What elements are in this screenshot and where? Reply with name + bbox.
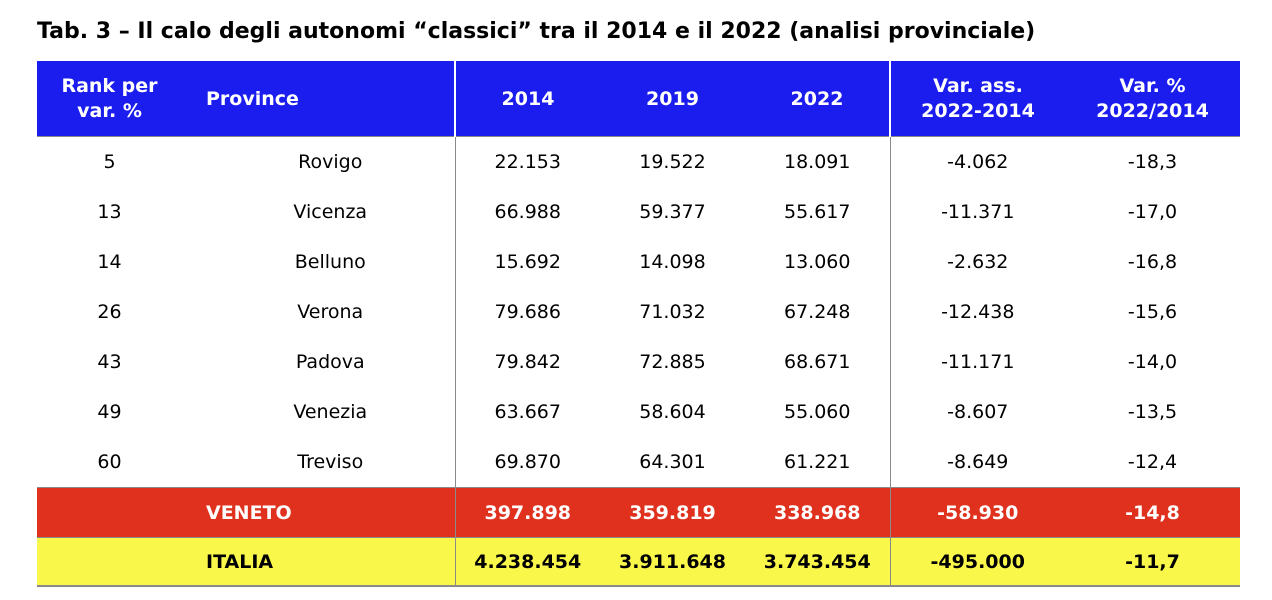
column-header-2014: 2014 <box>454 61 600 137</box>
cell-rank: 5 <box>37 136 182 187</box>
cell-2014: 69.870 <box>454 437 600 488</box>
cell-var-pct: -18,3 <box>1065 136 1240 187</box>
cell-var-pct: -11,7 <box>1065 537 1240 587</box>
cell-2019: 64.301 <box>600 437 745 488</box>
table-row-rovigo: 5 Rovigo 22.153 19.522 18.091 -4.062 -18… <box>37 136 1240 187</box>
cell-province: VENETO <box>182 487 455 538</box>
column-header-2019-label: 2019 <box>646 87 699 110</box>
column-header-var-ass-label: Var. ass. 2022-2014 <box>921 74 1035 122</box>
cell-var-ass: -58.930 <box>889 487 1065 538</box>
cell-var-pct: -14,8 <box>1065 487 1240 538</box>
cell-2019: 3.911.648 <box>600 537 745 587</box>
cell-var-ass: -8.649 <box>889 437 1065 488</box>
cell-province: Vicenza <box>182 187 455 237</box>
cell-rank: 49 <box>37 387 182 437</box>
cell-var-pct: -14,0 <box>1065 337 1240 387</box>
cell-var-pct: -15,6 <box>1065 287 1240 337</box>
column-header-var-ass: Var. ass. 2022-2014 <box>889 61 1065 137</box>
cell-var-pct: -17,0 <box>1065 187 1240 237</box>
cell-province: Padova <box>182 337 455 387</box>
cell-province: Verona <box>182 287 455 337</box>
cell-2019: 359.819 <box>600 487 745 538</box>
column-header-rank-label: Rank per var. % <box>61 74 158 122</box>
cell-2022: 55.060 <box>745 387 890 437</box>
cell-var-ass: -495.000 <box>889 537 1065 587</box>
column-header-province-label: Province <box>206 87 299 110</box>
cell-2019: 71.032 <box>600 287 745 337</box>
header-row: Rank per var. % Province 2014 2019 2022 … <box>37 61 1240 137</box>
cell-var-pct: -16,8 <box>1065 237 1240 287</box>
cell-rank: 14 <box>37 237 182 287</box>
column-header-rank: Rank per var. % <box>37 61 182 137</box>
cell-2014: 79.842 <box>454 337 600 387</box>
cell-2014: 4.238.454 <box>454 537 600 587</box>
cell-2019: 58.604 <box>600 387 745 437</box>
column-header-var-pct-label: Var. % 2022/2014 <box>1096 74 1209 122</box>
column-header-var-pct: Var. % 2022/2014 <box>1065 61 1240 137</box>
cell-var-ass: -11.371 <box>889 187 1065 237</box>
cell-2014: 66.988 <box>454 187 600 237</box>
cell-var-pct: -12,4 <box>1065 437 1240 488</box>
table-row-treviso: 60 Treviso 69.870 64.301 61.221 -8.649 -… <box>37 437 1240 488</box>
veneto-total-row: VENETO 397.898 359.819 338.968 -58.930 -… <box>37 487 1240 538</box>
cell-2022: 55.617 <box>745 187 890 237</box>
cell-var-ass: -8.607 <box>889 387 1065 437</box>
cell-rank: 26 <box>37 287 182 337</box>
cell-rank <box>37 537 182 587</box>
provinces-table: Rank per var. % Province 2014 2019 2022 … <box>37 61 1240 587</box>
cell-2022: 338.968 <box>745 487 890 538</box>
cell-province: ITALIA <box>182 537 455 587</box>
table-row-verona: 26 Verona 79.686 71.032 67.248 -12.438 -… <box>37 287 1240 337</box>
column-header-2014-label: 2014 <box>501 87 555 110</box>
cell-rank <box>37 487 182 538</box>
cell-province: Venezia <box>182 387 455 437</box>
cell-2014: 63.667 <box>454 387 600 437</box>
cell-2022: 18.091 <box>745 136 890 187</box>
cell-var-ass: -12.438 <box>889 287 1065 337</box>
cell-var-ass: -2.632 <box>889 237 1065 287</box>
cell-2022: 67.248 <box>745 287 890 337</box>
cell-2014: 22.153 <box>454 136 600 187</box>
table-header: Rank per var. % Province 2014 2019 2022 … <box>37 61 1240 137</box>
page: Tab. 3 – Il calo degli autonomi “classic… <box>37 19 1240 587</box>
column-header-2019: 2019 <box>600 61 745 137</box>
cell-province: Rovigo <box>182 136 455 187</box>
cell-province: Treviso <box>182 437 455 488</box>
column-header-2022-label: 2022 <box>790 87 844 110</box>
cell-2022: 61.221 <box>745 437 890 488</box>
cell-var-ass: -11.171 <box>889 337 1065 387</box>
cell-2019: 14.098 <box>600 237 745 287</box>
column-header-2022: 2022 <box>745 61 890 137</box>
cell-rank: 43 <box>37 337 182 387</box>
cell-2019: 72.885 <box>600 337 745 387</box>
cell-2022: 3.743.454 <box>745 537 890 587</box>
cell-2014: 79.686 <box>454 287 600 337</box>
table-row-vicenza: 13 Vicenza 66.988 59.377 55.617 -11.371 … <box>37 187 1240 237</box>
table-body: 5 Rovigo 22.153 19.522 18.091 -4.062 -18… <box>37 136 1240 587</box>
cell-2014: 15.692 <box>454 237 600 287</box>
cell-2019: 19.522 <box>600 136 745 187</box>
table-row-padova: 43 Padova 79.842 72.885 68.671 -11.171 -… <box>37 337 1240 387</box>
cell-2014: 397.898 <box>454 487 600 538</box>
cell-rank: 60 <box>37 437 182 488</box>
cell-province: Belluno <box>182 237 455 287</box>
cell-rank: 13 <box>37 187 182 237</box>
table-row-venezia: 49 Venezia 63.667 58.604 55.060 -8.607 -… <box>37 387 1240 437</box>
column-header-province: Province <box>182 61 455 137</box>
cell-2019: 59.377 <box>600 187 745 237</box>
cell-2022: 68.671 <box>745 337 890 387</box>
table-row-belluno: 14 Belluno 15.692 14.098 13.060 -2.632 -… <box>37 237 1240 287</box>
cell-var-ass: -4.062 <box>889 136 1065 187</box>
cell-var-pct: -13,5 <box>1065 387 1240 437</box>
cell-2022: 13.060 <box>745 237 890 287</box>
table-title: Tab. 3 – Il calo degli autonomi “classic… <box>37 19 1036 44</box>
italia-total-row: ITALIA 4.238.454 3.911.648 3.743.454 -49… <box>37 537 1240 587</box>
